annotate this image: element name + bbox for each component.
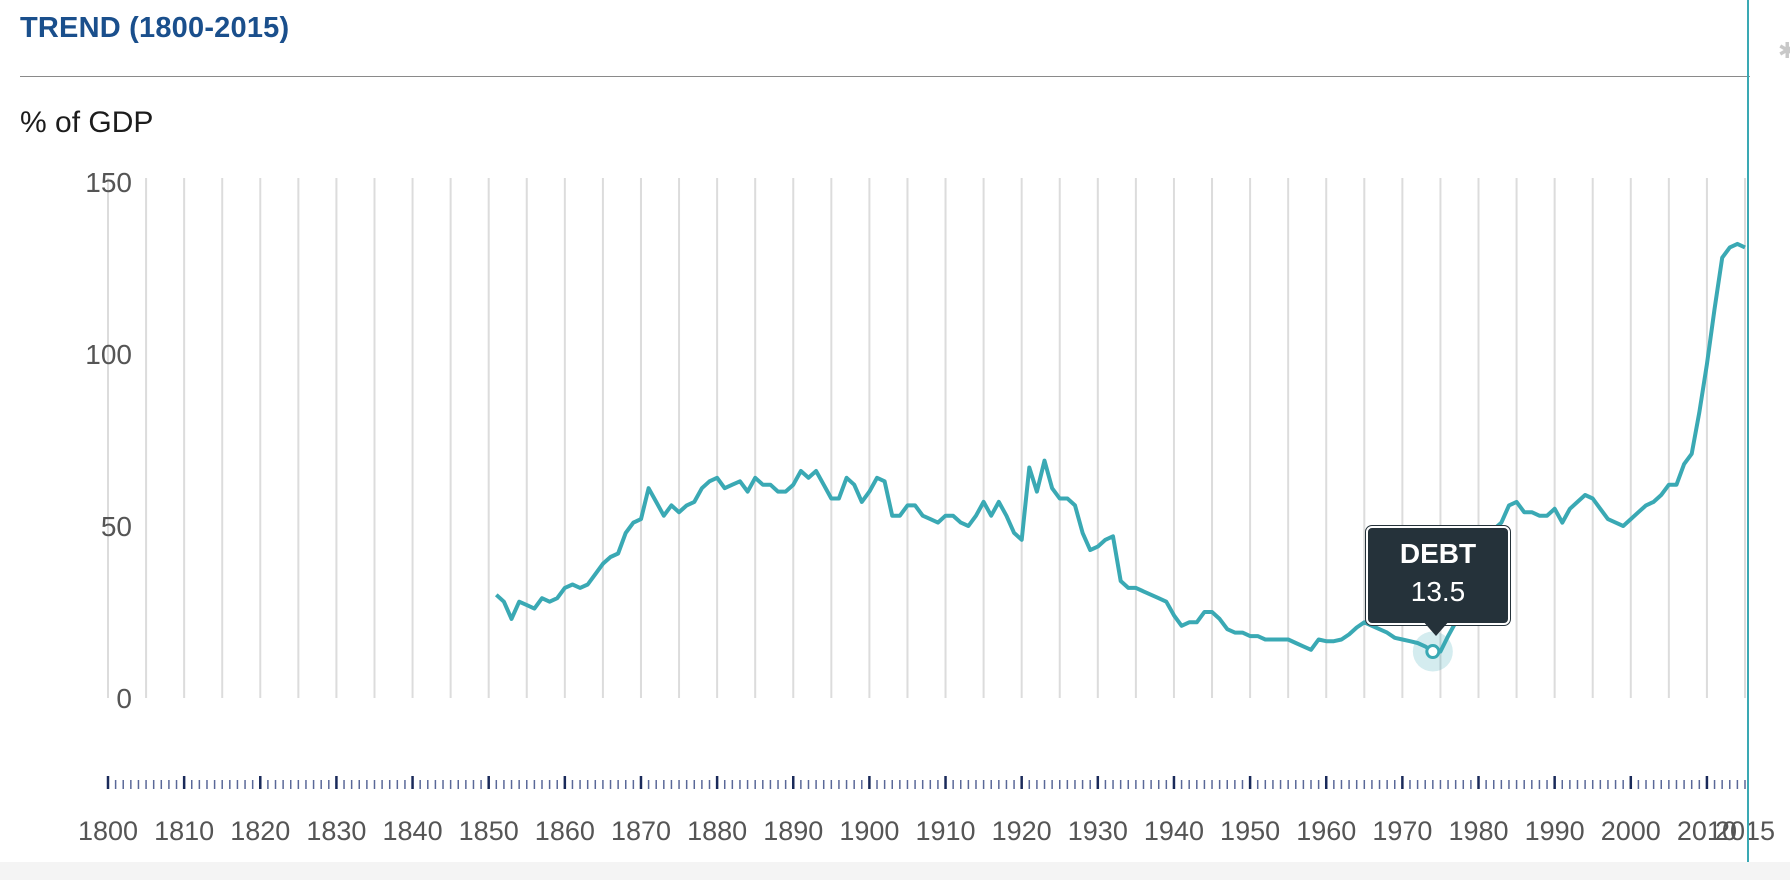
x-tick-label: 1990 <box>1525 816 1585 846</box>
x-tick-label: 2000 <box>1601 816 1661 846</box>
data-tooltip: DEBT 13.5 <box>1366 526 1510 625</box>
vertical-gridlines <box>107 178 1746 698</box>
footer-shade <box>0 862 1790 880</box>
x-tick-label: 1960 <box>1296 816 1356 846</box>
y-axis-unit-label: % of GDP <box>20 106 154 139</box>
highlight-layer <box>1412 631 1453 672</box>
chart-title: TREND (1800-2015) <box>20 12 290 44</box>
x-tick-label: 1900 <box>839 816 899 846</box>
y-axis-ticks: 0 50 100 150 <box>85 167 132 714</box>
crosshair-line <box>1747 0 1749 880</box>
x-tick-label: 1820 <box>230 816 290 846</box>
title-divider <box>20 76 1750 77</box>
x-tick-label: 1880 <box>687 816 747 846</box>
highlight-point <box>1425 644 1441 660</box>
y-tick-label: 0 <box>116 683 132 714</box>
tooltip-series-name: DEBT <box>1399 538 1477 569</box>
x-tick-label: 1830 <box>306 816 366 846</box>
x-tick-label: 1860 <box>535 816 595 846</box>
tooltip-value: 13.5 <box>1410 576 1466 607</box>
x-tick-label: 1930 <box>1068 816 1128 846</box>
gear-icon[interactable]: ✱ <box>1778 38 1790 63</box>
x-tick-label: 1940 <box>1144 816 1204 846</box>
series-layer <box>494 241 1746 654</box>
x-tick-label: 1870 <box>611 816 671 846</box>
x-axis-minor-ticks <box>106 776 1746 789</box>
tooltip-pointer <box>1422 620 1450 636</box>
x-tick-label: 1910 <box>915 816 975 846</box>
x-tick-label: 2015 <box>1715 816 1775 846</box>
x-tick-label: 1810 <box>154 816 214 846</box>
x-tick-label: 1980 <box>1448 816 1508 846</box>
x-tick-label: 1840 <box>383 816 443 846</box>
x-tick-label: 1850 <box>459 816 519 846</box>
y-tick-label: 100 <box>85 339 132 370</box>
x-tick-label: 1970 <box>1372 816 1432 846</box>
x-tick-label: 1920 <box>992 816 1052 846</box>
x-tick-label: 2010 <box>1677 816 1737 846</box>
x-tick-label: 1950 <box>1220 816 1280 846</box>
y-tick-label: 50 <box>101 511 132 542</box>
series-line-debt <box>494 241 1746 654</box>
x-tick-label: 1800 <box>78 816 138 846</box>
x-axis-tick-labels: 1800 1810 1820 1830 1840 1850 1860 1870 1880 1890… <box>78 816 1775 846</box>
x-tick-label: 1890 <box>763 816 823 846</box>
y-tick-label: 150 <box>85 167 132 198</box>
